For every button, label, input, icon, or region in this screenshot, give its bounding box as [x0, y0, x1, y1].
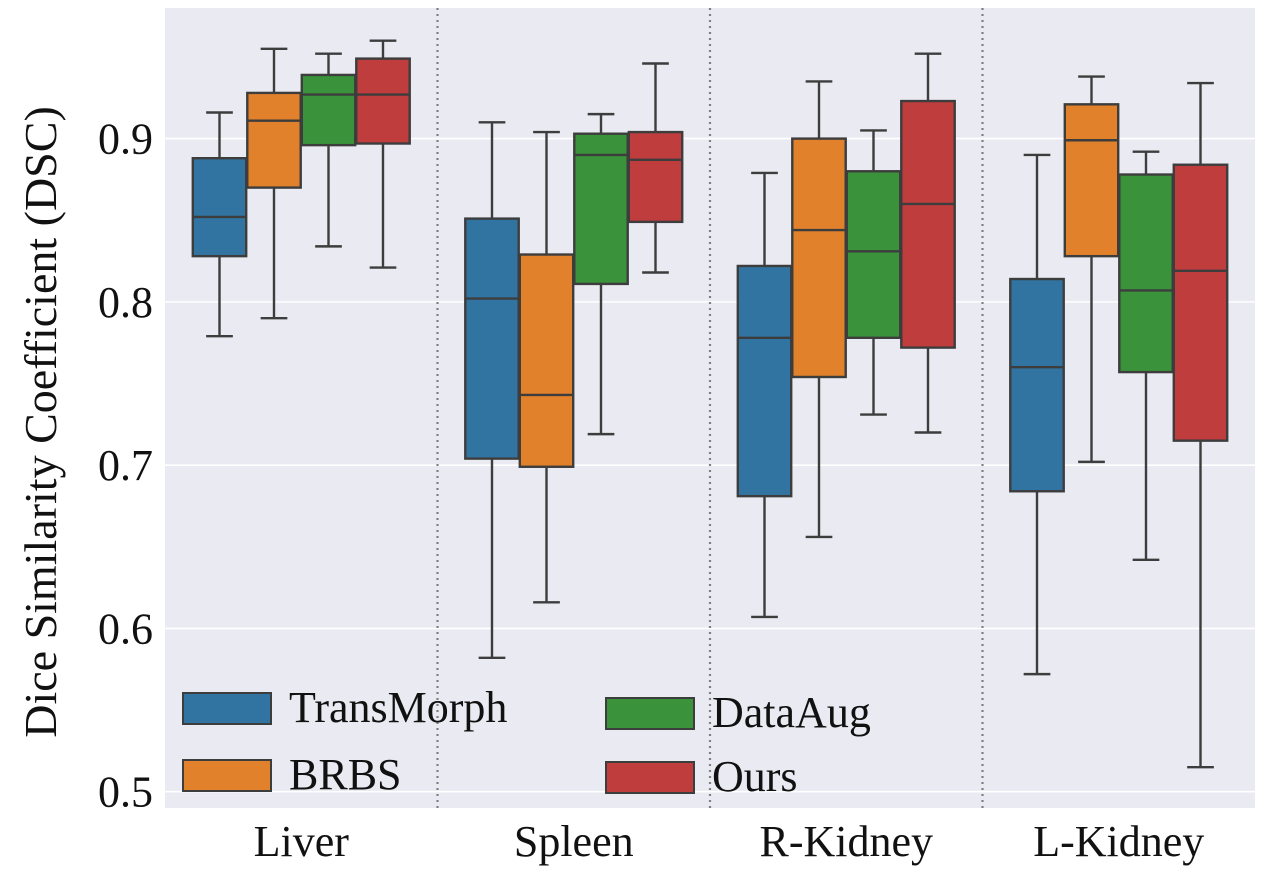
- legend-item-ours: Ours: [605, 752, 798, 801]
- box-body: [791, 137, 847, 379]
- legend-item-transmorph: TransMorph: [182, 683, 507, 732]
- legend-label: TransMorph: [289, 683, 507, 732]
- legend-label: DataAug: [712, 688, 871, 737]
- box-dataaug-liver: [300, 52, 357, 248]
- box-body: [355, 57, 411, 145]
- box-transmorph-r-kidney: [736, 171, 793, 619]
- box-transmorph-spleen: [464, 121, 520, 659]
- box-body: [736, 264, 793, 498]
- legend: TransMorph BRBS DataAug Ours: [182, 683, 871, 801]
- legend-swatch: [182, 759, 272, 792]
- x-tick-label: L-Kidney: [1033, 817, 1204, 866]
- legend-swatch: [605, 761, 695, 794]
- box-brbs-spleen: [518, 130, 575, 604]
- legend-item-brbs: BRBS: [182, 750, 402, 799]
- y-tick-label: 0.8: [98, 278, 153, 327]
- box-dataaug-spleen: [573, 112, 629, 436]
- legend-label: BRBS: [289, 750, 402, 799]
- box-transmorph-l-kidney: [1009, 153, 1065, 676]
- x-tick-label: Liver: [254, 817, 350, 866]
- legend-swatch: [605, 697, 695, 730]
- x-tick-label: R-Kidney: [759, 817, 933, 866]
- y-tick-label: 0.9: [98, 115, 153, 164]
- box-brbs-r-kidney: [791, 80, 847, 539]
- box-body: [1172, 163, 1229, 442]
- box-ours-r-kidney: [900, 52, 956, 434]
- box-brbs-liver: [246, 47, 302, 320]
- box-body: [191, 157, 248, 258]
- box-body: [845, 170, 902, 339]
- legend-item-dataaug: DataAug: [605, 688, 871, 737]
- box-body: [464, 217, 520, 460]
- boxes: [191, 39, 1229, 769]
- box-brbs-l-kidney: [1063, 75, 1120, 464]
- box-ours-liver: [355, 39, 411, 269]
- box-body: [300, 73, 357, 147]
- box-body: [900, 99, 956, 349]
- box-body: [246, 91, 302, 189]
- x-tick-label: Spleen: [514, 817, 634, 866]
- box-body: [518, 253, 575, 468]
- box-ours-spleen: [627, 62, 684, 274]
- box-body: [1009, 277, 1065, 493]
- box-transmorph-liver: [191, 111, 248, 338]
- y-tick-label: 0.5: [98, 768, 153, 817]
- box-body: [573, 132, 629, 286]
- y-axis-label: Dice Similarity Coefficient (DSC): [15, 106, 66, 738]
- legend-swatch: [182, 692, 272, 725]
- y-tick-label: 0.6: [98, 604, 153, 653]
- y-axis-ticks: 0.5 0.6 0.7 0.8 0.9: [98, 115, 153, 817]
- box-dataaug-l-kidney: [1118, 150, 1174, 562]
- box-body: [1118, 173, 1174, 374]
- legend-label: Ours: [712, 752, 798, 801]
- box-ours-l-kidney: [1172, 81, 1229, 769]
- box-body: [627, 130, 684, 224]
- box-body: [1063, 103, 1120, 258]
- y-tick-label: 0.7: [98, 441, 153, 490]
- category-separators: [436, 8, 984, 808]
- x-axis-ticks: Liver Spleen R-Kidney L-Kidney: [254, 817, 1205, 866]
